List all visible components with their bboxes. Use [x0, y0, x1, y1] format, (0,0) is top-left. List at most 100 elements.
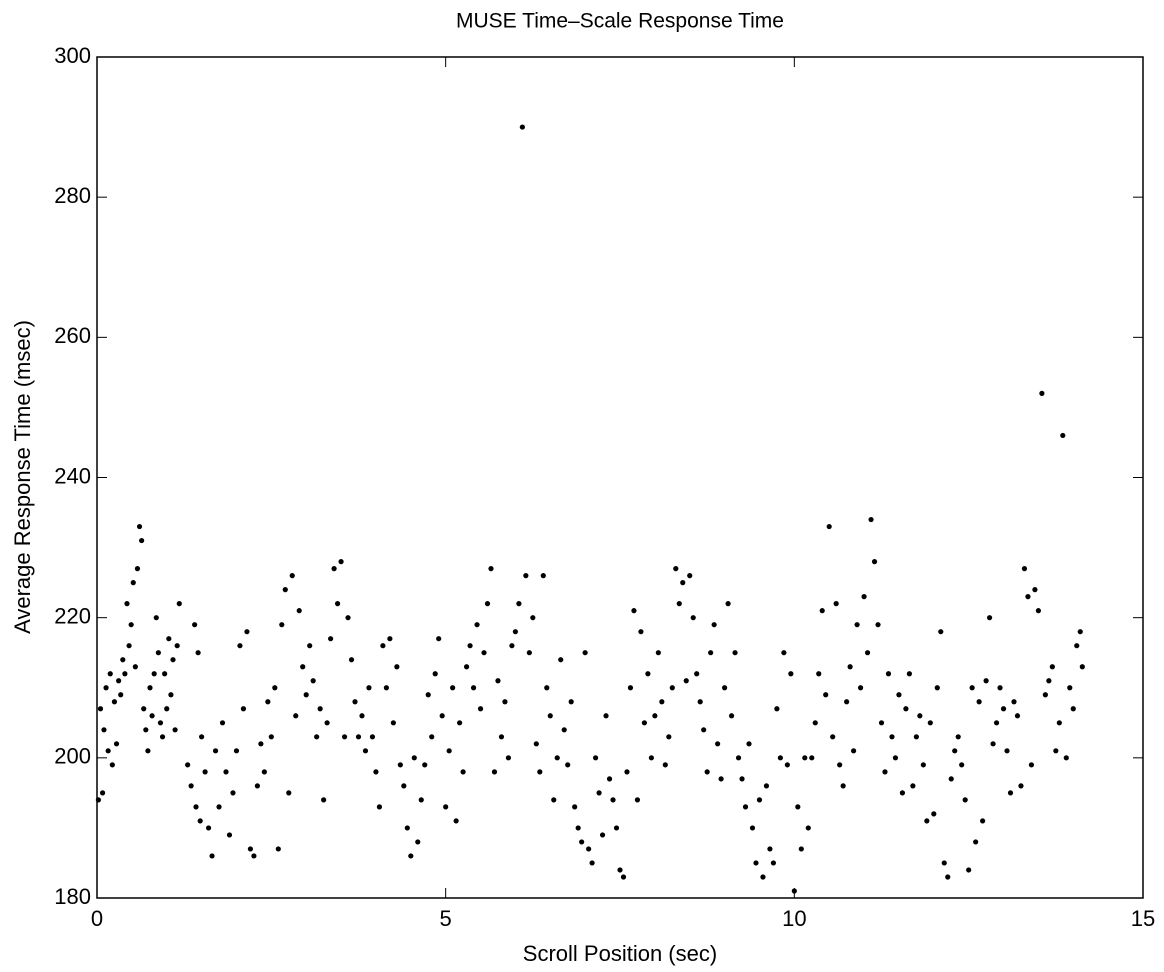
point — [579, 839, 585, 845]
point — [176, 601, 182, 607]
point — [948, 776, 954, 782]
point — [662, 762, 668, 768]
point — [107, 671, 113, 677]
point — [293, 713, 299, 719]
point — [565, 762, 571, 768]
point — [491, 769, 498, 775]
point — [279, 622, 285, 628]
point — [111, 699, 118, 705]
point — [851, 748, 857, 754]
point — [193, 804, 199, 810]
point — [168, 692, 174, 698]
point — [443, 804, 449, 810]
point — [711, 622, 717, 628]
point — [1018, 783, 1024, 789]
point — [990, 741, 996, 747]
point — [436, 636, 442, 642]
point — [376, 804, 383, 810]
y-tick-label: 280 — [54, 183, 91, 208]
point — [99, 790, 106, 796]
point — [237, 643, 243, 649]
point — [162, 671, 168, 677]
point — [109, 762, 115, 768]
point — [586, 846, 592, 852]
point — [174, 643, 180, 649]
point — [105, 748, 111, 754]
point — [770, 860, 777, 866]
point — [97, 706, 104, 712]
point — [1042, 692, 1048, 698]
point — [170, 657, 176, 663]
point — [540, 573, 546, 579]
point — [509, 643, 515, 649]
point — [572, 804, 578, 810]
point — [101, 727, 107, 733]
point — [599, 832, 606, 838]
point — [993, 720, 1000, 726]
point — [1056, 720, 1062, 726]
point — [833, 601, 839, 607]
point — [275, 846, 281, 852]
point — [1046, 678, 1052, 684]
point — [857, 685, 864, 691]
point — [659, 699, 665, 705]
point — [976, 699, 982, 705]
point — [753, 860, 759, 866]
point — [446, 748, 452, 754]
point — [254, 783, 260, 789]
y-tick-label: 240 — [54, 463, 91, 488]
point — [655, 650, 661, 656]
point — [195, 650, 201, 656]
point — [864, 650, 871, 656]
point — [369, 734, 376, 740]
point — [467, 643, 473, 649]
point — [725, 601, 731, 607]
point — [617, 867, 623, 873]
point — [1004, 748, 1010, 754]
point — [875, 622, 881, 628]
point — [230, 790, 236, 796]
y-axis-label: Average Response Time (msec) — [10, 320, 35, 634]
point — [847, 664, 853, 670]
point — [124, 601, 130, 607]
point — [477, 706, 484, 712]
point — [418, 797, 424, 803]
point — [373, 769, 379, 775]
point — [561, 727, 567, 733]
point — [1077, 629, 1083, 635]
x-axis-label: Scroll Position (sec) — [523, 941, 717, 966]
point — [272, 685, 278, 691]
point — [143, 727, 149, 733]
point — [366, 685, 372, 691]
point — [383, 685, 389, 691]
point — [128, 622, 134, 628]
point — [687, 573, 693, 579]
point — [197, 818, 203, 824]
point — [868, 516, 874, 523]
point — [470, 685, 477, 691]
point — [728, 713, 735, 719]
point — [924, 818, 930, 824]
point — [118, 692, 124, 698]
point — [889, 734, 895, 740]
point — [265, 699, 271, 705]
point — [781, 650, 787, 656]
point — [394, 664, 400, 670]
point — [945, 874, 951, 880]
point — [116, 678, 122, 684]
point — [788, 671, 794, 677]
point — [202, 769, 208, 775]
point — [484, 601, 491, 607]
point — [952, 748, 958, 754]
point — [145, 748, 151, 754]
point — [122, 671, 128, 677]
point — [113, 741, 120, 747]
point — [823, 692, 829, 698]
point — [132, 664, 138, 670]
point — [341, 734, 348, 740]
point — [205, 825, 212, 831]
point — [980, 818, 986, 824]
point — [1053, 748, 1059, 754]
point — [896, 692, 902, 698]
